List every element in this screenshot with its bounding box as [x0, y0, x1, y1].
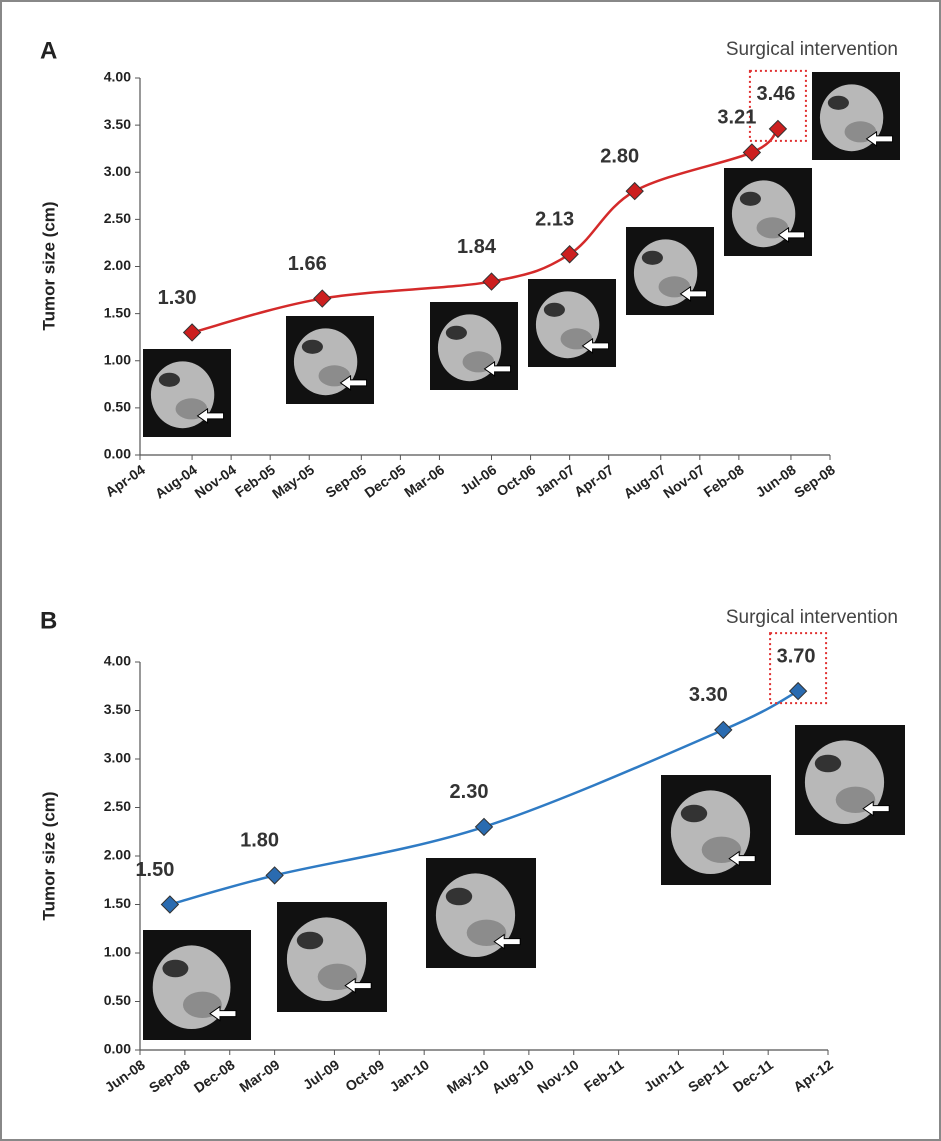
scan-arrow [865, 130, 894, 147]
data-point [788, 681, 808, 701]
y-tick-label: 3.50 [104, 116, 131, 132]
y-tick-label: 2.50 [104, 798, 131, 814]
scan-image [626, 227, 714, 315]
panel-letter: A [40, 37, 57, 64]
y-tick-label: 1.00 [104, 944, 131, 960]
scan-image [528, 279, 616, 367]
scan-image [812, 72, 900, 160]
scan-image [277, 902, 387, 1012]
y-tick-label: 0.00 [104, 446, 131, 462]
scan-dark [296, 931, 324, 950]
scan-arrow [196, 407, 225, 424]
scan-arrow [777, 226, 806, 243]
scan-dark [543, 302, 565, 317]
scan-arrow [679, 285, 708, 302]
scan-dark [739, 191, 761, 206]
scan-image [143, 349, 231, 437]
y-tick-label: 4.00 [104, 653, 131, 669]
data-point [742, 143, 762, 162]
scan-arrow [862, 800, 890, 817]
annotation: Surgical intervention [726, 39, 898, 60]
value-label: 1.80 [240, 830, 279, 852]
annotation: Surgical intervention [726, 607, 898, 628]
scan-image [286, 316, 374, 404]
data-point [160, 895, 180, 914]
y-tick-label: 1.50 [104, 304, 131, 320]
value-label: 2.13 [535, 209, 574, 231]
data-point [625, 181, 644, 201]
y-tick-label: 3.00 [104, 163, 131, 179]
scan-arrow [728, 850, 756, 867]
scan-lesion [701, 836, 742, 863]
value-label: 2.30 [450, 781, 489, 803]
scan-dark [445, 887, 473, 906]
y-tick-label: 0.00 [104, 1041, 131, 1057]
scan-dark [827, 95, 849, 110]
surgery-box [769, 632, 828, 705]
scan-lesion [317, 963, 358, 990]
y-tick-label: 4.00 [104, 69, 131, 85]
scan-dark [445, 325, 467, 340]
surgery-box [748, 69, 807, 142]
scan-lesion [835, 786, 876, 813]
data-point [560, 245, 579, 264]
scan-image [724, 168, 812, 256]
scan-image [661, 775, 771, 885]
scan-dark [641, 250, 663, 265]
panel-letter: B [40, 607, 57, 634]
value-label: 1.50 [135, 859, 174, 881]
scan-arrow [344, 977, 372, 994]
scan-dark [158, 372, 180, 387]
y-tick-label: 0.50 [104, 399, 131, 415]
data-point [482, 272, 501, 291]
scan-image [795, 725, 905, 835]
scan-lesion [466, 919, 507, 946]
scan-image [430, 302, 518, 390]
y-tick-label: 3.50 [104, 701, 131, 717]
data-point [714, 720, 733, 740]
value-label: 3.21 [717, 107, 756, 129]
value-label: 1.66 [288, 253, 327, 275]
scan-arrow [493, 933, 521, 950]
scan-arrow [209, 1005, 237, 1022]
scan-arrow [483, 360, 512, 377]
y-tick-label: 2.50 [104, 210, 131, 226]
value-label: 1.84 [457, 236, 497, 258]
data-point [313, 289, 332, 308]
y-tick-label: 2.00 [104, 257, 131, 273]
scan-dark [301, 339, 323, 354]
y-tick-label: 1.50 [104, 895, 131, 911]
y-tick-label: 2.00 [104, 847, 131, 863]
scan-arrow [581, 337, 610, 354]
data-point [768, 119, 788, 139]
scan-image [426, 858, 536, 968]
value-label: 3.70 [777, 645, 816, 667]
y-axis-label: Tumor size (cm) [39, 201, 58, 330]
y-axis-label: Tumor size (cm) [39, 791, 58, 920]
value-label: 2.80 [600, 145, 639, 167]
data-point [474, 817, 494, 837]
data-point [265, 866, 284, 885]
y-tick-label: 0.50 [104, 992, 131, 1008]
scan-arrow [339, 374, 368, 391]
scan-dark [162, 959, 189, 978]
value-label: 1.30 [158, 287, 197, 309]
scan-dark [814, 754, 842, 773]
scan-dark [680, 804, 708, 823]
data-point [182, 323, 202, 342]
y-tick-label: 1.00 [104, 351, 131, 367]
scan-image [143, 930, 251, 1040]
y-tick-label: 3.00 [104, 750, 131, 766]
value-label: 3.46 [756, 83, 795, 105]
scan-lesion [182, 991, 222, 1018]
value-label: 3.30 [689, 684, 728, 706]
